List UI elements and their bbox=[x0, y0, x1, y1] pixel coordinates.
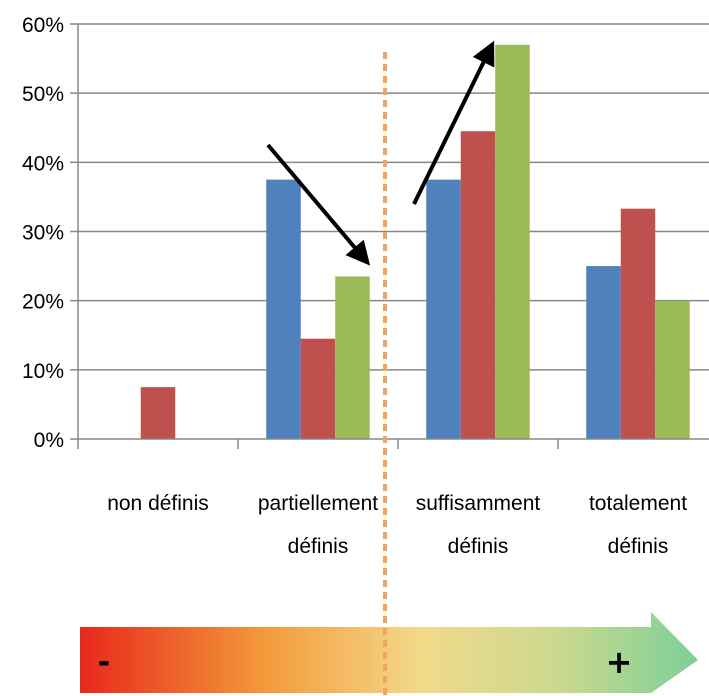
category-label: non définis bbox=[107, 492, 209, 515]
plus-sign: + bbox=[606, 643, 633, 681]
category-label: totalement bbox=[589, 492, 687, 515]
category-labels: non définis partiellement définis suffisamm… bbox=[107, 492, 687, 558]
bar bbox=[300, 338, 336, 439]
category-label: définis bbox=[448, 535, 509, 558]
increase-arrow bbox=[412, 40, 495, 205]
y-tick-label: 60% bbox=[22, 14, 64, 37]
y-tick-label: 50% bbox=[22, 83, 64, 106]
bar bbox=[495, 44, 530, 439]
category-label: suffisamment bbox=[416, 492, 541, 515]
y-tick-label: 10% bbox=[22, 360, 64, 383]
x-axis-ticks bbox=[77, 439, 559, 449]
category-label: partiellement bbox=[258, 492, 378, 515]
bars bbox=[140, 44, 690, 440]
bar bbox=[426, 179, 461, 439]
y-tick-label: 0% bbox=[34, 429, 64, 452]
bar bbox=[140, 387, 176, 439]
y-tick-label: 40% bbox=[22, 152, 64, 175]
minus-sign: - bbox=[98, 645, 110, 680]
bar bbox=[335, 276, 370, 439]
y-axis-ticks: 0% 10% 20% 30% 40% 50% 60% bbox=[22, 14, 79, 452]
bar bbox=[266, 179, 301, 439]
category-label: définis bbox=[608, 535, 669, 558]
bar bbox=[586, 266, 621, 439]
bar bbox=[620, 208, 656, 439]
y-tick-label: 20% bbox=[22, 291, 64, 314]
bar bbox=[460, 131, 496, 440]
y-tick-label: 30% bbox=[22, 222, 64, 245]
scale-gradient-arrow bbox=[80, 612, 698, 693]
decrease-arrow bbox=[266, 143, 371, 266]
bar bbox=[655, 300, 690, 439]
category-label: définis bbox=[288, 535, 349, 558]
